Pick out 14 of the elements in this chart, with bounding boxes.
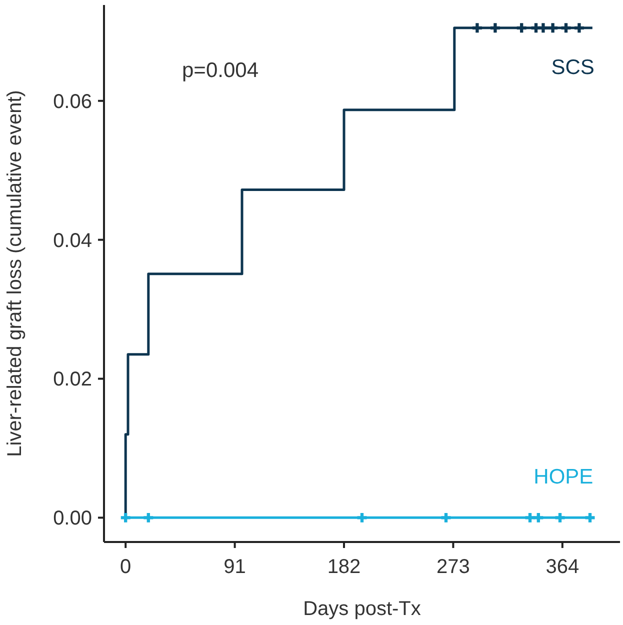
y-tick-label: 0.00: [53, 508, 92, 530]
x-tick-label: 273: [436, 556, 470, 578]
x-axis-title: Days post-Tx: [303, 598, 421, 620]
x-tick-label: 0: [120, 556, 132, 578]
y-axis-title: Liver-related graft loss (cumulative event): [4, 90, 26, 457]
x-tick-label: 364: [546, 556, 580, 578]
y-tick-label: 0.04: [53, 230, 92, 252]
x-tick-label: 91: [224, 556, 246, 578]
y-tick-label: 0.06: [53, 90, 92, 113]
x-tick-label: 182: [327, 556, 361, 578]
annotation: p=0.004: [182, 59, 259, 82]
y-tick-label: 0.02: [53, 368, 92, 391]
series-label: SCS: [551, 56, 594, 79]
series-label: HOPE: [534, 466, 594, 489]
